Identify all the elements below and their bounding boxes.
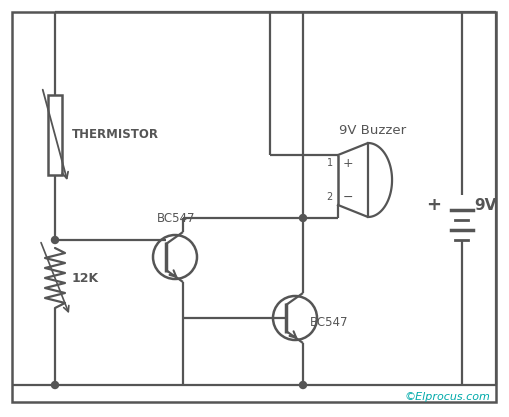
Text: 2: 2 (326, 192, 332, 202)
Text: 9V: 9V (473, 198, 495, 213)
Circle shape (299, 214, 306, 221)
Text: 1: 1 (326, 158, 332, 168)
Text: BC547: BC547 (157, 212, 195, 225)
Text: 12K: 12K (72, 271, 99, 284)
Text: +: + (426, 196, 441, 214)
Bar (48, 95, 62, 175)
Text: 9V Buzzer: 9V Buzzer (339, 123, 406, 136)
Circle shape (299, 382, 306, 389)
Circle shape (51, 382, 59, 389)
Text: ©Elprocus.com: ©Elprocus.com (403, 392, 489, 402)
Text: THERMISTOR: THERMISTOR (72, 128, 159, 141)
Text: −: − (342, 191, 353, 203)
Text: +: + (342, 156, 353, 169)
Circle shape (51, 236, 59, 244)
Text: BC547: BC547 (309, 317, 348, 329)
